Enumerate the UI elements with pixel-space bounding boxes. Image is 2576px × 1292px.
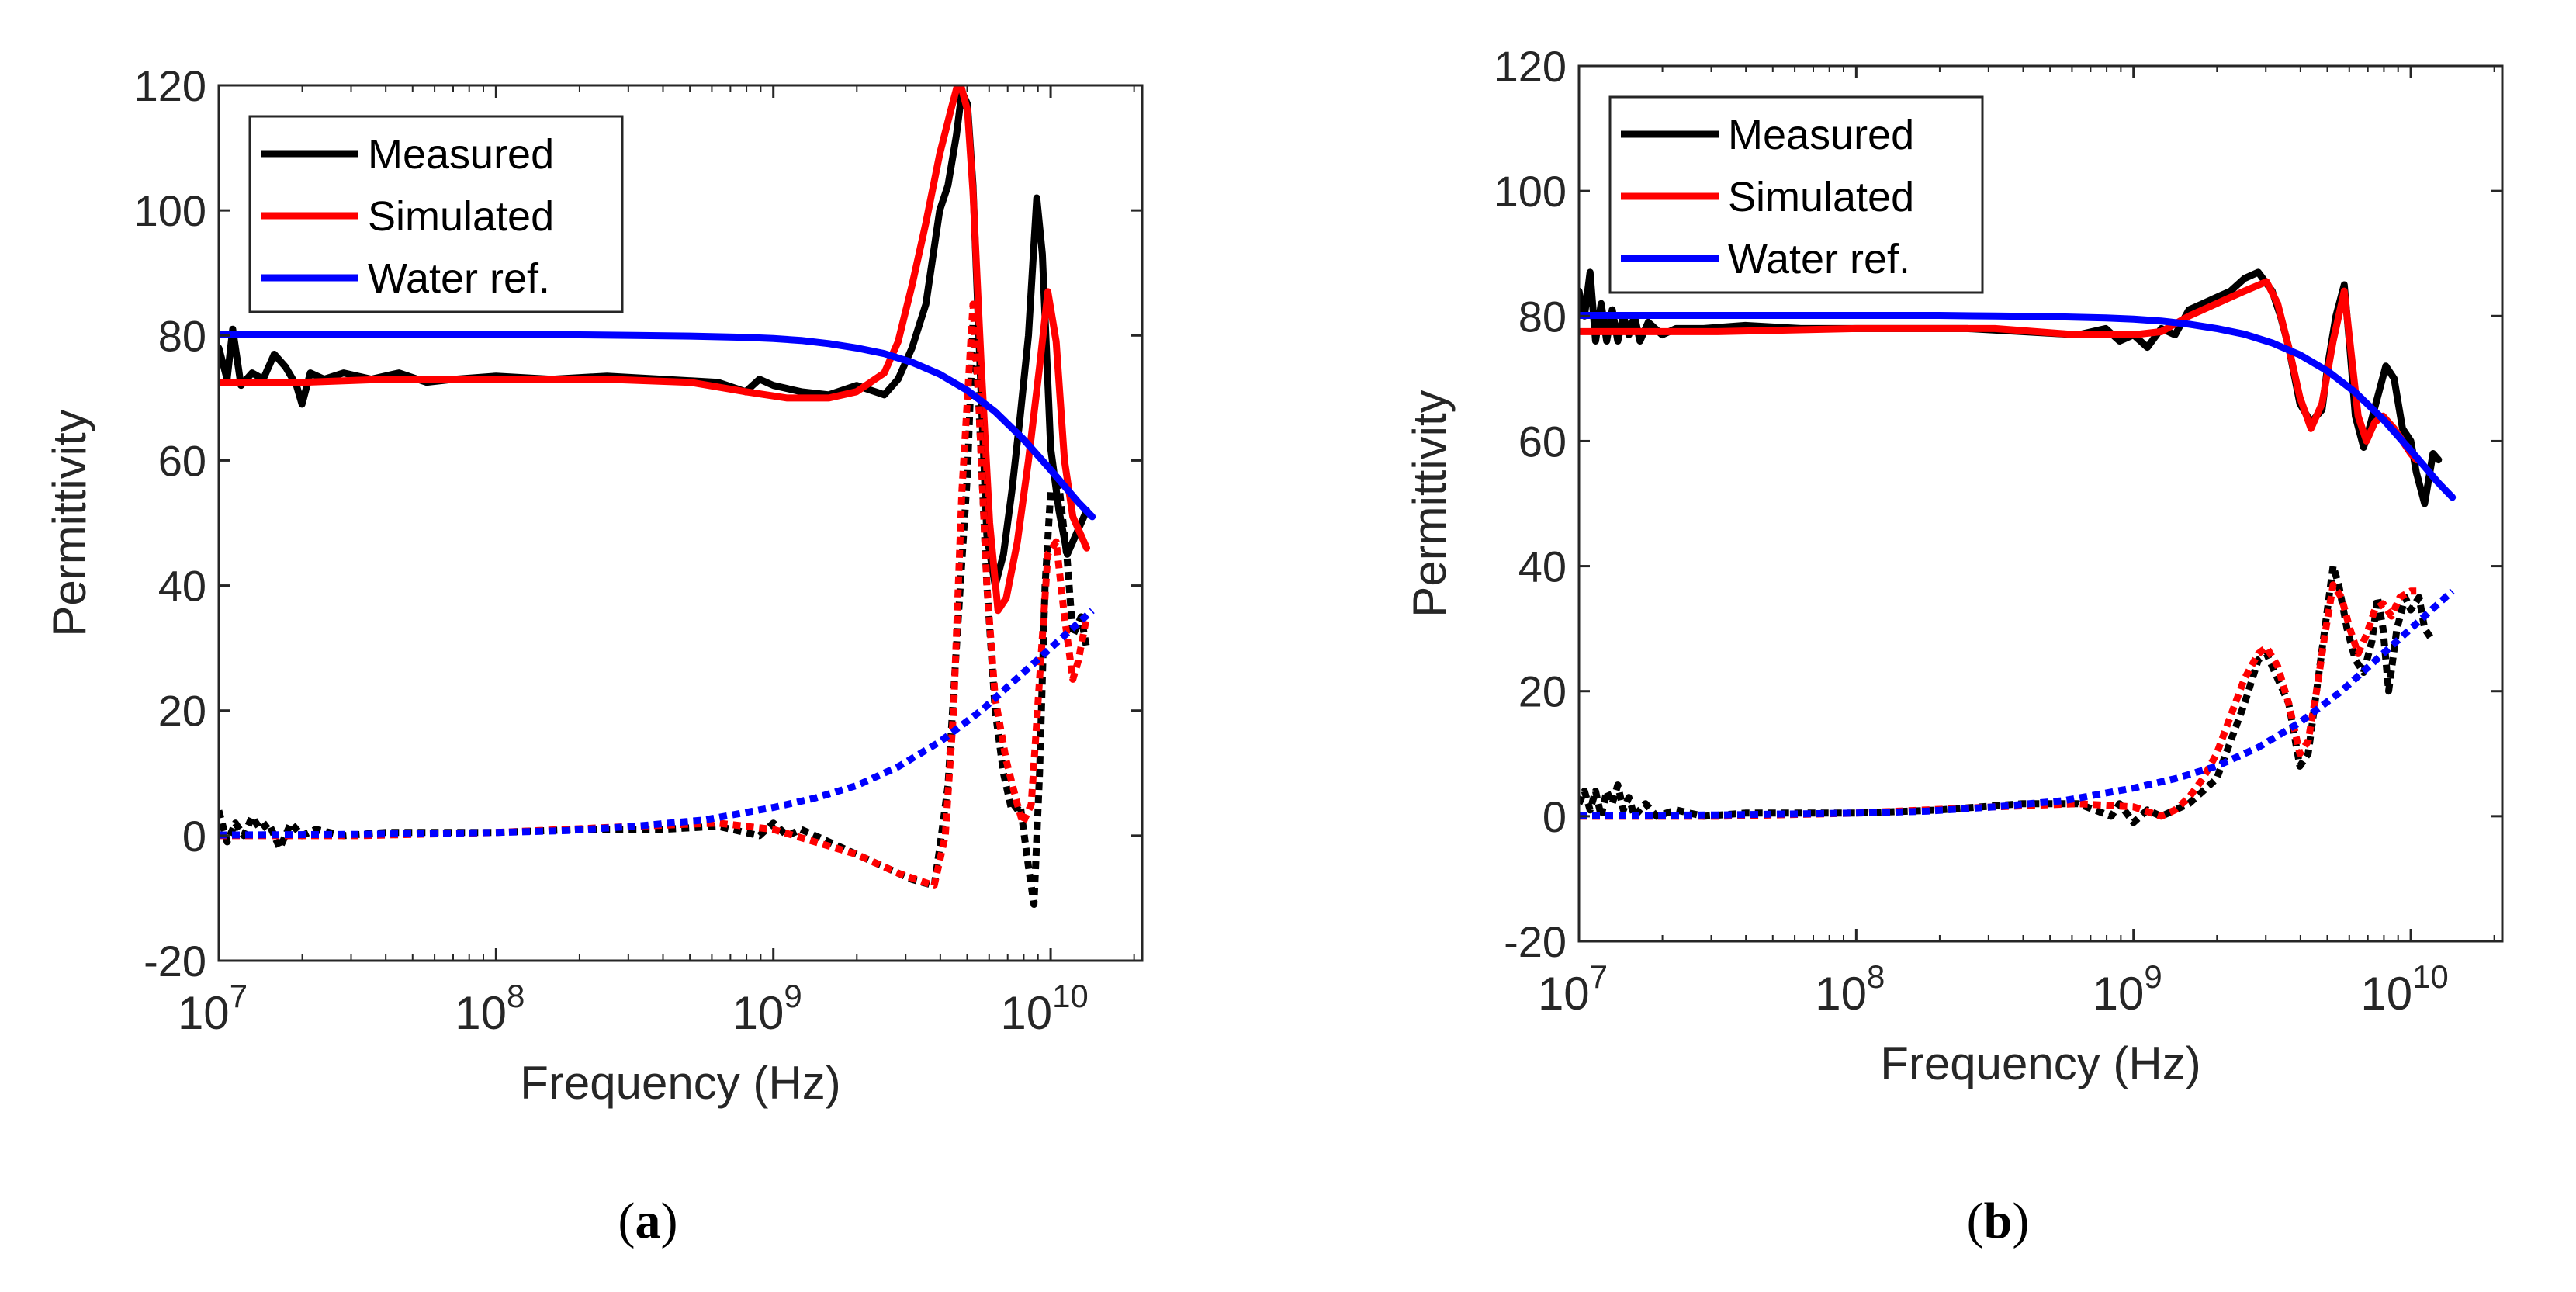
y-tick-label: 80 xyxy=(158,311,206,360)
y-tick-label: 100 xyxy=(1494,167,1567,216)
y-axis-label: Permittivity xyxy=(43,409,95,636)
axes-box xyxy=(1577,64,2504,943)
series-line-simulated-imag xyxy=(219,300,1090,889)
y-tick-label: 100 xyxy=(134,186,206,235)
series-line-water-ref-real xyxy=(1579,312,2457,501)
legend-label: Simulated xyxy=(1728,174,1914,220)
y-tick-label: 20 xyxy=(1518,667,1567,716)
panel-label: (b) xyxy=(1967,1193,2030,1249)
legend: Measured Simulated Water ref. xyxy=(1608,95,1984,294)
legend-label: Measured xyxy=(368,131,554,178)
y-tick-label: 20 xyxy=(158,687,206,736)
series-line-water-ref-imag xyxy=(219,608,1095,839)
series-line-measured-imag xyxy=(219,319,1090,908)
x-axis-label: Frequency (Hz) xyxy=(520,1057,840,1109)
series-line-water-ref-imag xyxy=(1579,588,2455,819)
chart-panel-a: -20 0 20 40 60 80 100 120 107 108 109 1010 Frequency… xyxy=(43,61,1144,1249)
x-tick-label: 1010 xyxy=(2360,958,2448,1020)
y-tick-label: -20 xyxy=(144,937,206,985)
series-line-simulated-real xyxy=(219,85,1090,615)
x-tick-label: 107 xyxy=(178,978,248,1039)
y-axis-label: Permittivity xyxy=(1404,390,1456,617)
legend-label: Measured xyxy=(1728,112,1914,158)
series-line-water-ref-real xyxy=(219,331,1096,521)
series-line-measured-imag xyxy=(1579,563,2436,826)
series-line-simulated-imag xyxy=(1579,581,2417,820)
x-tick-label: 1010 xyxy=(1000,978,1088,1039)
y-tick-label: 40 xyxy=(1518,542,1567,591)
series-group xyxy=(219,85,1096,908)
series-group xyxy=(1579,268,2457,826)
chart-panel-b: -20 0 20 40 60 80 100 120 107 108 109 1010 Frequency… xyxy=(1404,42,2504,1249)
y-tick-label: 120 xyxy=(1494,42,1567,91)
y-tick-label: 40 xyxy=(158,562,206,611)
legend-label: Water ref. xyxy=(368,255,550,302)
x-tick-label: 108 xyxy=(1815,958,1885,1020)
legend-label: Simulated xyxy=(368,193,554,240)
y-tick-label: 60 xyxy=(1518,417,1567,466)
x-axis-label: Frequency (Hz) xyxy=(1880,1037,2200,1089)
y-tick-label: 0 xyxy=(182,812,206,861)
x-tick-label: 109 xyxy=(2093,958,2162,1020)
panel-label: (a) xyxy=(618,1193,678,1249)
axes-box xyxy=(217,84,1144,962)
y-tick-label: 80 xyxy=(1518,292,1567,341)
x-tick-label: 109 xyxy=(732,978,802,1039)
x-tick-label: 107 xyxy=(1538,958,1608,1020)
y-tick-label: -20 xyxy=(1504,917,1567,966)
y-tick-label: 120 xyxy=(134,61,206,110)
legend: Measured Simulated Water ref. xyxy=(248,115,624,313)
x-tick-label: 108 xyxy=(455,978,525,1039)
y-tick-label: 60 xyxy=(158,436,206,485)
series-line-measured-real xyxy=(219,88,1090,590)
legend-label: Water ref. xyxy=(1728,236,1910,282)
y-tick-label: 0 xyxy=(1542,792,1567,841)
